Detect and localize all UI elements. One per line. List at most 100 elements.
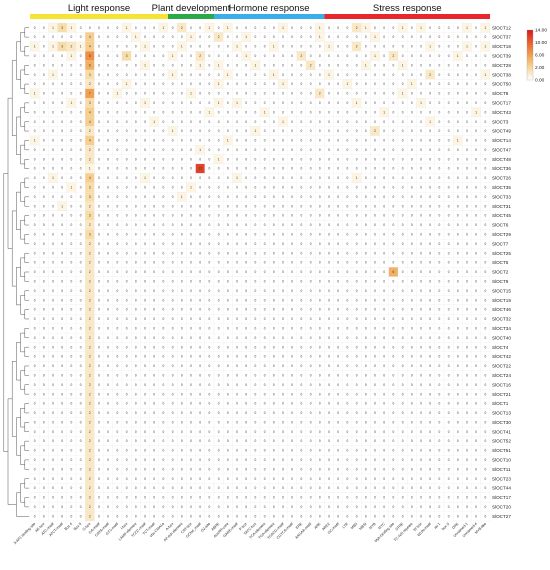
cell-value: 0 [264, 73, 266, 77]
cell-value: 0 [117, 101, 119, 105]
cell-value: 0 [328, 35, 330, 39]
cell-value: 0 [61, 261, 63, 265]
cell-value: 0 [411, 336, 413, 340]
cell-value: 0 [291, 157, 293, 161]
cell-value: 1 [190, 35, 192, 39]
cell-value: 0 [347, 223, 349, 227]
cell-value: 0 [301, 129, 303, 133]
cell-value: 0 [107, 73, 109, 77]
cell-value: 2 [89, 289, 91, 293]
cell-value: 0 [319, 477, 321, 481]
cell-value: 0 [153, 148, 155, 152]
cell-value: 0 [282, 157, 284, 161]
cell-value: 0 [98, 82, 100, 86]
cell-value: 0 [209, 383, 211, 387]
cell-value: 0 [126, 336, 128, 340]
cell-value: 0 [273, 270, 275, 274]
cell-value: 0 [319, 45, 321, 49]
cell-value: 0 [163, 477, 165, 481]
cell-value: 0 [209, 373, 211, 377]
cell-value: 0 [429, 176, 431, 180]
cell-value: 0 [71, 214, 73, 218]
cell-value: 0 [80, 411, 82, 415]
cell-value: 0 [218, 120, 220, 124]
cell-value: 0 [319, 326, 321, 330]
cell-value: 0 [439, 289, 441, 293]
cell-value: 0 [273, 392, 275, 396]
cell-value: 0 [439, 73, 441, 77]
cell-value: 0 [80, 63, 82, 67]
cell-value: 0 [52, 308, 54, 312]
cell-value: 0 [402, 383, 404, 387]
cell-value: 0 [328, 120, 330, 124]
cell-value: 0 [411, 317, 413, 321]
cell-value: 0 [227, 279, 229, 283]
cell-value: 0 [107, 392, 109, 396]
cell-value: 0 [411, 242, 413, 246]
cell-value: 0 [153, 279, 155, 283]
cell-value: 0 [485, 317, 487, 321]
cell-value: 0 [71, 402, 73, 406]
cell-value: 0 [356, 54, 358, 58]
cell-value: 0 [420, 439, 422, 443]
cell-value: 0 [347, 467, 349, 471]
cell-value: 0 [218, 317, 220, 321]
cell-value: 0 [209, 289, 211, 293]
cell-value: 0 [199, 392, 201, 396]
dendrogram-branch [24, 27, 29, 38]
cell-value: 0 [439, 326, 441, 330]
cell-value: 0 [98, 204, 100, 208]
cell-value: 0 [439, 355, 441, 359]
cell-value: 0 [218, 355, 220, 359]
cell-value: 0 [374, 326, 376, 330]
cell-value: 1 [34, 45, 36, 49]
cell-value: 0 [61, 467, 63, 471]
cell-value: 1 [190, 186, 192, 190]
cell-value: 0 [264, 120, 266, 124]
cell-value: 0 [448, 176, 450, 180]
cell-value: 0 [374, 355, 376, 359]
cell-value: 0 [356, 467, 358, 471]
cell-value: 0 [411, 449, 413, 453]
cell-value: 0 [199, 26, 201, 30]
cell-value: 0 [291, 317, 293, 321]
cell-value: 0 [172, 157, 174, 161]
cell-value: 0 [227, 439, 229, 443]
cell-value: 0 [153, 458, 155, 462]
cell-value: 0 [328, 54, 330, 58]
cell-value: 0 [374, 411, 376, 415]
cell-value: 0 [420, 63, 422, 67]
cell-value: 0 [319, 148, 321, 152]
cell-value: 0 [34, 233, 36, 237]
cell-value: 0 [319, 251, 321, 255]
cell-value: 0 [144, 392, 146, 396]
cell-value: 0 [71, 326, 73, 330]
cell-value: 0 [291, 223, 293, 227]
cell-value: 0 [429, 439, 431, 443]
cell-value: 0 [420, 402, 422, 406]
cell-value: 0 [71, 35, 73, 39]
cell-value: 0 [475, 45, 477, 49]
cell-value: 0 [485, 120, 487, 124]
cell-value: 0 [236, 26, 238, 30]
cell-value: 0 [429, 411, 431, 415]
cell-value: 0 [245, 176, 247, 180]
cell-value: 0 [89, 26, 91, 30]
cell-value: 0 [310, 148, 312, 152]
cell-value: 0 [475, 26, 477, 30]
cell-value: 0 [172, 373, 174, 377]
cell-value: 0 [347, 167, 349, 171]
cell-value: 0 [429, 195, 431, 199]
cell-value: 0 [227, 449, 229, 453]
cell-value: 0 [117, 73, 119, 77]
cell-value: 0 [457, 214, 459, 218]
cell-value: 0 [319, 129, 321, 133]
cell-value: 0 [255, 467, 257, 471]
cell-value: 0 [301, 411, 303, 415]
cell-value: 0 [291, 467, 293, 471]
cell-value: 0 [153, 139, 155, 143]
cell-value: 0 [199, 477, 201, 481]
cell-value: 2 [89, 129, 91, 133]
cell-value: 0 [319, 336, 321, 340]
cell-value: 0 [475, 120, 477, 124]
